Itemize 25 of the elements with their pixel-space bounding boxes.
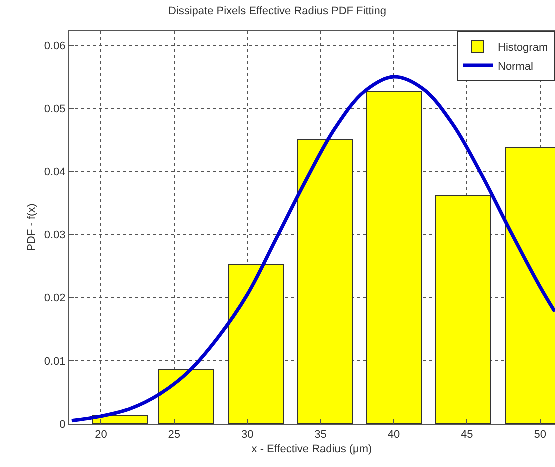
bar <box>435 195 491 424</box>
y-tick-label: 0.01 <box>44 356 66 368</box>
y-tick-label: 0.03 <box>44 230 66 242</box>
x-tick-label: 40 <box>388 429 400 442</box>
legend-label: Histogram <box>498 42 548 54</box>
x-axis-title: x - Effective Radius (μm) <box>252 443 372 456</box>
y-tick-label: 0.06 <box>44 40 66 52</box>
y-tick-label: 0 <box>60 418 66 431</box>
y-tick-label: 0.05 <box>44 103 66 116</box>
bar <box>158 369 214 424</box>
line-series <box>70 75 555 423</box>
x-tick-label: 45 <box>461 429 474 442</box>
y-tick-label: 0.02 <box>44 292 66 305</box>
chart-title: Dissipate Pixels Effective Radius PDF Fitting <box>168 6 387 18</box>
bar <box>228 264 284 424</box>
y-axis-title: PDF - f(x) <box>26 204 38 252</box>
bar <box>297 139 353 424</box>
x-tick-label: 20 <box>95 429 108 442</box>
legend-label: Normal <box>498 60 534 73</box>
x-tick-label: 25 <box>168 429 181 442</box>
x-tick-label: 35 <box>314 429 327 442</box>
y-tick-label: 0.04 <box>44 166 66 179</box>
x-tick-label: 50 <box>534 429 546 442</box>
x-tick-label: 30 <box>241 429 254 442</box>
bar <box>366 91 422 424</box>
